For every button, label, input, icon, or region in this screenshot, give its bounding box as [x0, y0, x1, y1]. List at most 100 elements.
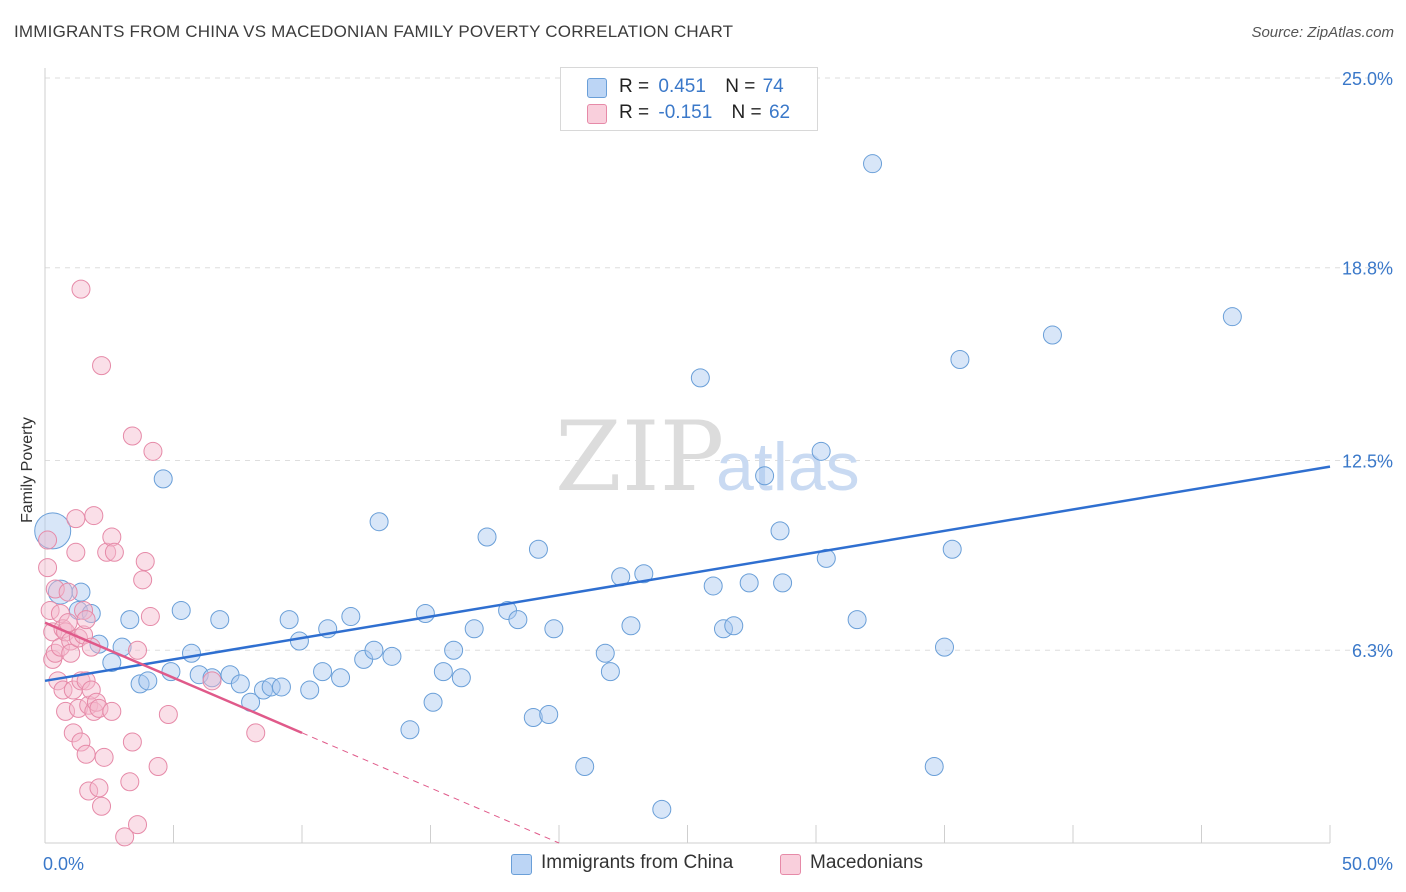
macedonian-point [102, 527, 122, 547]
y-tick-label: 18.8% [1342, 259, 1393, 279]
macedonian-point [128, 640, 148, 660]
bottom-legend-swatch-macedonians [780, 854, 801, 875]
china-point [1042, 325, 1062, 345]
china-point [863, 154, 883, 174]
china-point [102, 652, 122, 672]
bottom-legend: Immigrants from China Macedonians [0, 852, 1406, 878]
macedonian-point [92, 356, 112, 376]
macedonian-point [120, 772, 140, 792]
macedonian-point [79, 695, 99, 715]
china-point [523, 708, 543, 728]
macedonian-point [128, 815, 148, 835]
macedonian-point [89, 778, 109, 798]
china-point [341, 607, 361, 627]
china-point [924, 757, 944, 776]
x-tick-label: 0.0% [43, 854, 84, 874]
macedonian-point [45, 643, 65, 663]
china-point [230, 674, 250, 694]
china-point [634, 564, 654, 584]
china-point [415, 604, 435, 623]
macedonian-trend-line [44, 621, 303, 734]
macedonian-point [76, 671, 96, 691]
china-point [81, 604, 101, 623]
china-point [153, 469, 173, 489]
macedonian-point [53, 680, 73, 700]
china-point [600, 662, 620, 682]
china-point [739, 573, 759, 593]
china-point [847, 610, 867, 630]
macedonian-point [122, 732, 142, 752]
china-point [34, 512, 72, 550]
china-point [289, 631, 309, 651]
china-point [477, 527, 497, 547]
macedonian-point [76, 610, 96, 630]
china-point [279, 610, 299, 630]
china-point [544, 619, 564, 639]
macedonian-point [71, 732, 91, 752]
macedonian-point [58, 582, 78, 602]
china-point [724, 616, 744, 636]
legend-swatch-china [587, 78, 607, 98]
macedonian-point [74, 600, 94, 620]
china-point [444, 640, 464, 660]
china-point [181, 643, 201, 663]
chart-title: IMMIGRANTS FROM CHINA VS MACEDONIAN FAMI… [14, 22, 734, 41]
china-point [770, 521, 790, 541]
china-point [713, 619, 733, 639]
macedonian-point [92, 796, 112, 816]
china-point [331, 668, 351, 688]
macedonian-point [148, 757, 168, 776]
y-tick-label: 6.3% [1352, 641, 1393, 661]
china-point [271, 677, 291, 697]
china-point [575, 757, 595, 776]
china-point [300, 680, 320, 700]
china-point [120, 610, 140, 630]
china-point [773, 573, 793, 593]
macedonian-point [40, 600, 60, 620]
legend-swatch-macedonians [587, 104, 607, 124]
axes [44, 68, 1331, 844]
china-point [935, 637, 954, 657]
x-tick-label: 50.0% [1342, 854, 1393, 874]
macedonian-point [45, 579, 65, 599]
china-point [189, 665, 209, 685]
china-point [755, 466, 775, 486]
legend: R = 0.451 N = 74 R = -0.151 N = 62 [560, 67, 818, 131]
macedonian-point [38, 530, 58, 550]
bottom-legend-swatch-china [511, 854, 532, 875]
legend-text-china: R = 0.451 N = 74 [619, 76, 784, 97]
china-point [528, 539, 548, 559]
china-point [690, 368, 710, 388]
macedonian-point [94, 747, 114, 767]
china-point [621, 616, 641, 636]
macedonian-point [89, 698, 109, 718]
macedonian-point [158, 704, 178, 724]
y-tick-label: 12.5% [1342, 452, 1393, 472]
watermark: ZIP atlas [555, 401, 860, 513]
china-point [942, 539, 962, 559]
macedonian-point [79, 781, 99, 801]
china-point [261, 677, 281, 697]
chart-source: Source: ZipAtlas.com [1251, 24, 1394, 41]
china-point [950, 350, 970, 370]
china-point [423, 692, 443, 712]
china-point [539, 704, 559, 724]
macedonian-point [56, 701, 76, 721]
china-point [138, 671, 158, 691]
legend-text-macedonians: R = -0.151 N = 62 [619, 102, 791, 123]
china-point [451, 668, 471, 688]
macedonian-point [102, 701, 122, 721]
china-point [369, 512, 389, 532]
macedonian-point [143, 441, 163, 461]
macedonian-point [76, 744, 96, 764]
macedonian-trend-extension [301, 732, 560, 844]
gridlines [45, 77, 1393, 651]
china-point [464, 619, 484, 639]
china-point [313, 662, 333, 682]
macedonian-point [135, 551, 155, 571]
tick-labels: 6.3% 12.5% 18.8% 25.0% 0.0% 50.0% [43, 69, 1393, 874]
china-point [210, 610, 230, 630]
china-trend-line [44, 465, 1331, 683]
watermark-atlas: atlas [716, 429, 860, 505]
watermark-zip: ZIP [555, 401, 724, 513]
